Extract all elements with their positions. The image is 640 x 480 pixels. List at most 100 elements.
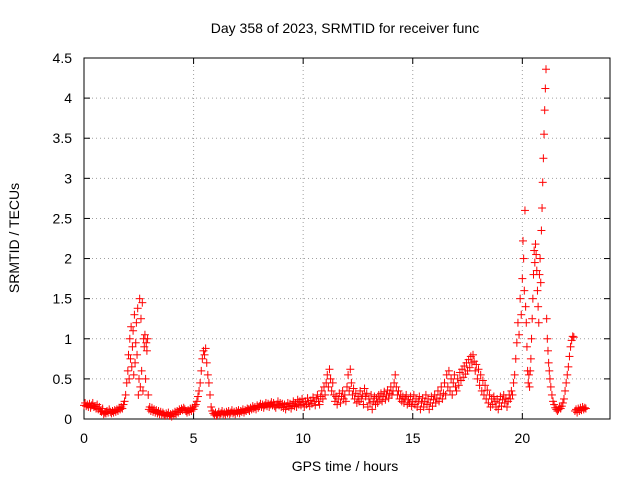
data-point xyxy=(471,366,480,375)
data-point xyxy=(563,370,572,379)
y-tick-label: 3 xyxy=(64,170,72,186)
data-point xyxy=(341,397,350,406)
data-point xyxy=(542,65,551,74)
data-point xyxy=(528,294,537,303)
data-point xyxy=(123,366,132,375)
y-tick-label: 3.5 xyxy=(53,130,73,146)
data-point xyxy=(192,397,201,406)
data-point xyxy=(360,384,369,393)
axis-ticks: 0 0.5 1 1.5 2 2.5 3 3.5 4 4.5 0 5 10 15 20 xyxy=(53,50,610,446)
data-point xyxy=(326,374,335,383)
data-point xyxy=(581,404,590,413)
data-point xyxy=(390,378,399,387)
data-point xyxy=(193,392,202,401)
data-point xyxy=(425,405,434,414)
data-point xyxy=(494,405,503,414)
data-point xyxy=(195,386,204,395)
data-point xyxy=(515,330,524,339)
data-point xyxy=(477,386,486,395)
data-point xyxy=(545,374,554,383)
data-point xyxy=(431,398,440,407)
data-point xyxy=(359,400,368,409)
data-point xyxy=(202,358,211,367)
data-point xyxy=(534,318,543,327)
data-point xyxy=(568,332,577,341)
data-point xyxy=(131,338,140,347)
data-points xyxy=(80,65,590,421)
data-point xyxy=(119,400,128,409)
y-tick-label: 1 xyxy=(64,331,72,347)
data-point xyxy=(392,382,401,391)
data-point xyxy=(357,394,366,403)
data-point xyxy=(406,392,415,401)
data-point xyxy=(519,254,528,263)
data-point xyxy=(140,330,149,339)
data-point xyxy=(453,374,462,383)
y-tick-label: 0 xyxy=(64,411,72,427)
data-point xyxy=(440,378,449,387)
data-point xyxy=(536,278,545,287)
data-point xyxy=(516,294,525,303)
data-point xyxy=(133,350,142,359)
data-point xyxy=(321,390,330,399)
data-point xyxy=(366,398,375,407)
data-point xyxy=(118,404,127,413)
data-point xyxy=(129,370,138,379)
data-point xyxy=(421,390,430,399)
data-point xyxy=(384,394,393,403)
data-point xyxy=(358,390,367,399)
data-point xyxy=(212,411,221,420)
data-point xyxy=(558,398,567,407)
data-point xyxy=(131,358,140,367)
data-point xyxy=(136,382,145,391)
data-point xyxy=(547,390,556,399)
data-point xyxy=(465,363,474,372)
data-point xyxy=(451,382,460,391)
data-point xyxy=(485,390,494,399)
data-point xyxy=(506,394,515,403)
data-point xyxy=(120,397,129,406)
data-point xyxy=(401,394,410,403)
data-point xyxy=(538,178,547,187)
y-tick-label: 4.5 xyxy=(53,50,73,66)
data-point xyxy=(138,298,147,307)
data-point xyxy=(381,395,390,404)
data-point xyxy=(522,342,531,351)
data-point xyxy=(346,365,355,374)
data-point xyxy=(121,390,130,399)
data-point xyxy=(340,390,349,399)
data-point xyxy=(540,106,549,115)
data-point xyxy=(318,394,327,403)
data-point xyxy=(550,400,559,409)
data-point xyxy=(508,390,517,399)
data-point xyxy=(347,378,356,387)
data-point xyxy=(317,386,326,395)
data-point xyxy=(438,394,447,403)
data-point xyxy=(530,246,539,255)
data-point xyxy=(549,397,558,406)
data-point xyxy=(142,338,151,347)
data-point xyxy=(565,352,574,361)
data-point xyxy=(314,397,323,406)
data-point xyxy=(522,318,531,327)
data-point xyxy=(328,378,337,387)
data-point xyxy=(557,402,566,411)
data-point xyxy=(313,390,322,399)
data-point xyxy=(545,366,554,375)
data-point xyxy=(511,354,520,363)
data-point xyxy=(530,258,539,267)
y-tick-label: 1.5 xyxy=(53,291,73,307)
x-tick-label: 10 xyxy=(295,430,311,446)
data-point xyxy=(564,362,573,371)
data-point xyxy=(525,382,534,391)
data-point xyxy=(343,382,351,391)
data-point xyxy=(528,314,537,323)
data-point xyxy=(521,302,530,311)
data-point xyxy=(132,318,141,327)
data-point xyxy=(203,370,212,379)
y-tick-label: 0.5 xyxy=(53,371,73,387)
y-tick-label: 4 xyxy=(64,90,72,106)
data-point xyxy=(454,381,463,390)
data-point xyxy=(510,370,519,379)
